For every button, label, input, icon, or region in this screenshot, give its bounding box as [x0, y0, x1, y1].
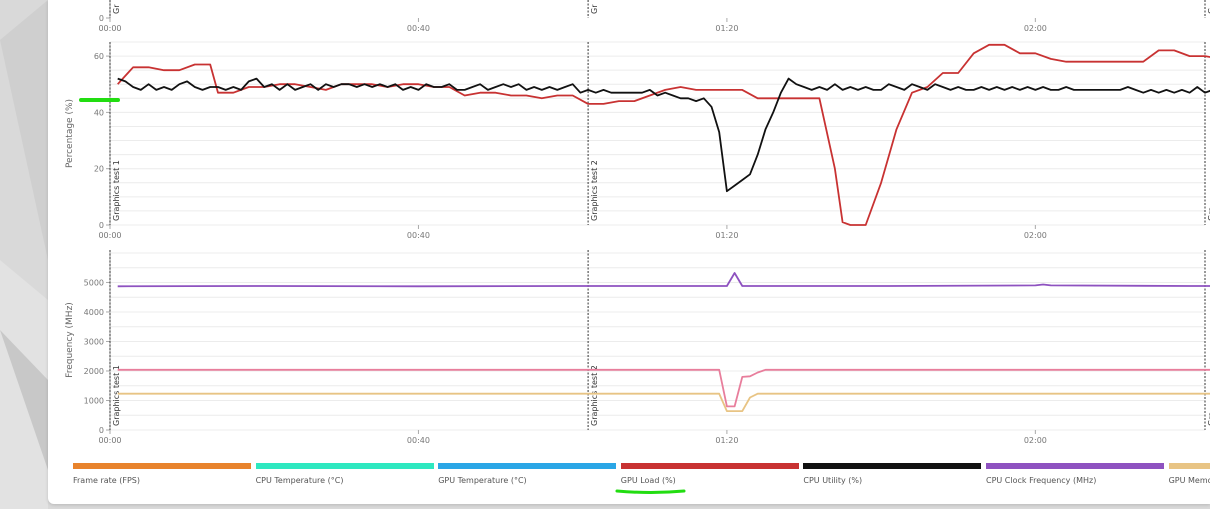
- y-axis-label: Percentage (%): [65, 99, 75, 168]
- legend-item[interactable]: GPU Load (%): [620, 463, 799, 485]
- y-tick-label: 0: [99, 426, 104, 435]
- series-line-1: [117, 77, 1210, 193]
- x-tick-label: 01:20: [715, 24, 738, 33]
- legend-item[interactable]: Frame rate (FPS): [73, 463, 251, 485]
- y-tick-label: 0: [99, 14, 104, 23]
- legend-label: GPU Memory Clock Frequency (MHz): [1168, 476, 1210, 485]
- test-marker-label: Gra: [1207, 412, 1210, 426]
- y-tick-label: 4000: [84, 308, 104, 317]
- legend-swatch: [986, 463, 1164, 469]
- test-marker-label: Graphics test 2: [590, 160, 599, 221]
- legend-label: CPU Temperature (°C): [255, 476, 344, 485]
- legend-label: CPU Utility (%): [803, 476, 863, 485]
- legend-item[interactable]: CPU Clock Frequency (MHz): [986, 463, 1164, 485]
- series-line-0: [117, 272, 1210, 288]
- test-marker-label: Graphics test 2: [590, 365, 599, 426]
- legend-swatch: [1168, 463, 1210, 469]
- legend: Frame rate (FPS) CPU Temperature (°C) GPU …: [73, 463, 1210, 493]
- y-tick-label: 0: [99, 221, 104, 230]
- legend-item[interactable]: CPU Utility (%): [803, 463, 982, 485]
- test-marker-label: G: [1207, 8, 1210, 14]
- x-tick-label: 00:00: [98, 24, 121, 33]
- test-marker-label: Gr: [112, 4, 121, 14]
- legend-label: GPU Load (%): [620, 476, 676, 485]
- legend-label: Frame rate (FPS): [73, 476, 141, 485]
- y-tick-label: 1000: [84, 396, 104, 405]
- x-tick-label: 00:40: [407, 231, 430, 240]
- legend-label: GPU Temperature (°C): [438, 476, 527, 485]
- y-tick-label: 2000: [84, 367, 104, 376]
- y-tick-label: 20: [94, 165, 104, 174]
- legend-item[interactable]: GPU Memory Clock Frequency (MHz): [1168, 463, 1210, 485]
- test-marker-label: Graphics test 1: [112, 365, 121, 426]
- x-tick-label: 00:00: [98, 231, 121, 240]
- test-marker-label: Graphics test 1: [112, 160, 121, 221]
- test-marker-label: Gr: [590, 4, 599, 14]
- y-axis-label: Frequency (MHz): [65, 302, 75, 378]
- chart-frequency-chart: 0 1000 2000 3000 4000 5000 00:00 00:40 01:20 02:0…: [65, 250, 1210, 445]
- y-tick-label: 60: [94, 52, 104, 61]
- x-tick-label: 00:40: [407, 436, 430, 445]
- chart-top-chart-partial: 000:00 00:40 01:20 02:00 Gr Gr G: [98, 0, 1210, 33]
- y-tick-label: 40: [94, 108, 104, 117]
- legend-label: CPU Clock Frequency (MHz): [986, 476, 1097, 485]
- y-tick-label: 3000: [84, 337, 104, 346]
- x-tick-label: 01:20: [715, 436, 738, 445]
- x-tick-label: 01:20: [715, 231, 738, 240]
- y-tick-label: 5000: [84, 278, 104, 287]
- legend-swatch: [620, 463, 799, 469]
- x-tick-label: 00:00: [98, 436, 121, 445]
- x-tick-label: 02:00: [1024, 436, 1047, 445]
- x-tick-label: 02:00: [1024, 24, 1047, 33]
- legend-item[interactable]: CPU Temperature (°C): [255, 463, 434, 485]
- x-tick-label: 02:00: [1024, 231, 1047, 240]
- legend-swatch: [255, 463, 434, 469]
- x-tick-label: 00:40: [407, 24, 430, 33]
- series-line-1: [117, 368, 1210, 408]
- chart-percentage-chart: 0 20 40 60 00:00 00:40 01:20 02:00 Percentage (%…: [65, 41, 1210, 240]
- legend-swatch: [73, 463, 251, 469]
- series-line-0: [117, 43, 1210, 226]
- legend-swatch: [438, 463, 617, 469]
- series-line-2: [117, 392, 1210, 412]
- legend-item[interactable]: GPU Temperature (°C): [438, 463, 617, 485]
- test-marker-label: Gra: [1207, 207, 1210, 221]
- legend-swatch: [803, 463, 982, 469]
